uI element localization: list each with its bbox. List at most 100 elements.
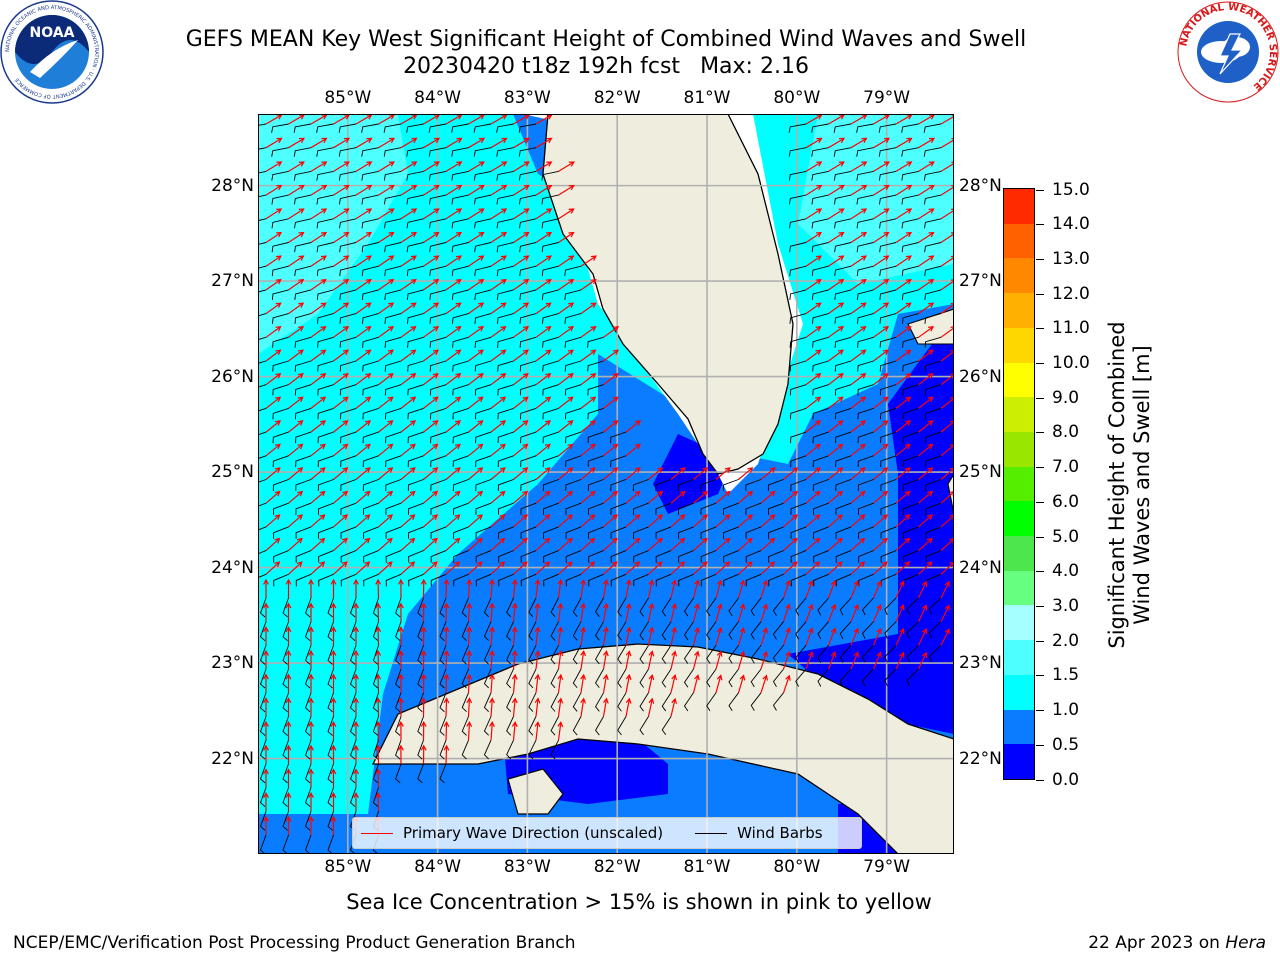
lat-tick-label-left: 28°N <box>211 175 254 196</box>
colorbar-title: Significant Height of Combined Wind Wave… <box>1105 275 1155 695</box>
wave-direction-arrow <box>445 161 462 172</box>
wave-direction-arrow <box>918 538 933 552</box>
wave-direction-arrow <box>265 161 282 172</box>
wind-barb <box>294 265 312 277</box>
wave-direction-arrow <box>805 443 821 457</box>
wind-barb <box>901 218 919 229</box>
wind-barb <box>880 455 897 468</box>
wave-arrow-head <box>859 443 866 450</box>
wind-barb <box>928 621 942 639</box>
wave-arrow-head <box>353 697 359 704</box>
wave-direction-arrow <box>603 396 619 409</box>
colorbar-tick <box>1036 501 1044 503</box>
wind-barb <box>428 123 447 133</box>
wave-arrow-head <box>860 420 867 426</box>
wave-arrow-head <box>557 602 564 609</box>
wave-direction-arrow <box>805 491 821 504</box>
wave-direction-arrow <box>513 538 528 552</box>
wind-barb <box>789 360 807 372</box>
wave-direction-arrow <box>805 279 822 291</box>
wave-arrow-head <box>589 467 596 473</box>
wave-direction-arrow <box>535 420 551 433</box>
colorbar-segment <box>1004 744 1034 779</box>
wave-arrow-head <box>883 161 890 167</box>
footer-credit: NCEP/EMC/Verification Post Processing Pr… <box>13 933 576 953</box>
wave-arrow-head <box>876 604 882 611</box>
wave-arrow-head <box>320 373 327 379</box>
wave-direction-arrow <box>288 114 305 125</box>
wave-direction-arrow <box>873 208 889 220</box>
wave-direction-arrow <box>895 279 912 291</box>
wave-arrow-head <box>330 792 337 798</box>
wave-arrow-head <box>308 578 314 585</box>
wave-arrow-head <box>762 579 768 586</box>
wave-arrow-head <box>625 602 632 609</box>
wave-direction-arrow <box>805 208 822 220</box>
wave-direction-arrow <box>760 561 775 575</box>
wave-arrow-head <box>838 255 845 261</box>
wave-direction-arrow <box>895 420 911 433</box>
wave-arrow-head <box>298 137 306 144</box>
wind-barb <box>924 384 942 396</box>
wave-direction-arrow <box>310 255 327 267</box>
wave-direction-arrow <box>828 420 843 433</box>
wave-arrow-head <box>353 673 359 680</box>
wave-direction-arrow <box>558 255 574 267</box>
wind-barb <box>617 597 627 617</box>
colorbar-segment <box>1004 570 1034 606</box>
wave-direction-arrow <box>670 580 676 599</box>
wave-direction-arrow <box>468 279 484 291</box>
wind-barb <box>395 716 402 736</box>
wave-arrow-head <box>297 373 304 379</box>
wind-barb <box>789 242 807 253</box>
wave-arrow-head <box>353 602 359 609</box>
wind-barb <box>430 431 447 444</box>
wind-barb <box>528 716 537 736</box>
wave-arrow-head <box>522 490 529 497</box>
wave-direction-arrow <box>535 349 551 362</box>
wave-direction-arrow <box>850 538 865 552</box>
wave-arrow-head <box>534 721 541 728</box>
wave-direction-arrow <box>850 161 867 172</box>
wind-barb <box>317 360 334 372</box>
lat-tick-label-right: 23°N <box>959 653 1002 674</box>
wave-direction-arrow <box>918 514 933 528</box>
wave-arrow-head <box>420 578 427 585</box>
wave-arrow-head <box>656 537 663 544</box>
wave-arrow-head <box>612 420 619 426</box>
footer-date-text: 22 Apr 2023 on <box>1088 933 1220 953</box>
wave-direction-arrow <box>535 279 552 291</box>
wind-barb <box>722 479 739 491</box>
wind-barb <box>349 740 357 760</box>
wave-arrow-head <box>342 443 349 450</box>
wave-direction-arrow <box>378 514 393 528</box>
wave-direction-arrow <box>850 137 867 149</box>
wave-arrow-head <box>433 137 441 144</box>
wave-direction-arrow <box>310 232 327 244</box>
wind-barb <box>655 526 672 539</box>
wave-direction-arrow <box>400 137 417 149</box>
wave-direction-arrow <box>873 538 888 552</box>
wind-barb <box>528 668 537 689</box>
wave-direction-arrow <box>918 279 934 291</box>
wave-arrow-head <box>297 514 303 520</box>
wave-direction-arrow <box>445 745 448 764</box>
wave-arrow-head <box>420 626 427 633</box>
wind-barb <box>789 336 807 348</box>
wave-arrow-head <box>330 744 337 751</box>
wave-direction-arrow <box>850 514 865 528</box>
wind-barb <box>661 621 672 641</box>
wind-barb <box>258 123 267 126</box>
wave-arrow-head <box>860 278 867 285</box>
wave-direction-arrow <box>490 467 506 480</box>
wind-barb <box>906 597 919 615</box>
wave-direction-arrow <box>423 137 440 149</box>
wave-arrow-head <box>432 467 439 473</box>
wind-barb <box>518 123 537 133</box>
wave-arrow-head <box>876 651 882 658</box>
wind-barb <box>745 502 762 515</box>
wave-arrow-head <box>466 578 473 585</box>
wind-barb <box>362 360 379 372</box>
wave-arrow-head <box>319 514 326 520</box>
wave-direction-arrow <box>265 137 282 149</box>
